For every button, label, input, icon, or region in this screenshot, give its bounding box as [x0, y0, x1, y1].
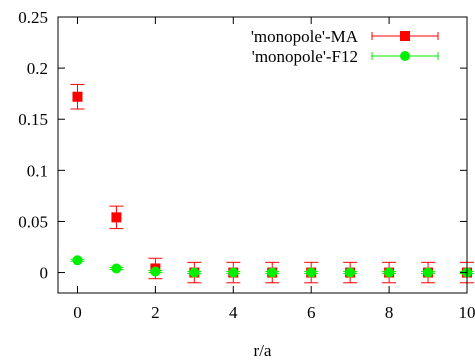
x-tick-label: 0 [73, 303, 82, 322]
x-axis-ticks: 0 2 4 6 8 10 [73, 17, 475, 322]
legend-entry-label: 'monopole'-MA [251, 27, 359, 46]
x-tick-label: 2 [151, 303, 160, 322]
legend-sample-marker [400, 31, 410, 41]
data-point [384, 267, 395, 278]
data-point [111, 263, 122, 274]
plot-frame [57, 16, 468, 294]
y-tick-label: 0.05 [18, 212, 48, 231]
y-tick-label: 0.15 [18, 110, 48, 129]
series-group [70, 255, 474, 278]
legend-sample-marker [400, 51, 410, 61]
data-point [345, 267, 356, 278]
data-point [306, 267, 317, 278]
data-point [150, 266, 161, 277]
data-point [72, 91, 83, 102]
data-point [111, 212, 122, 223]
x-tick-label: 10 [459, 303, 475, 322]
legend-entry-label: 'monopole'-F12 [252, 47, 358, 66]
y-tick-label: 0 [40, 264, 49, 283]
data-point [267, 267, 278, 278]
x-axis-label: r/a [254, 341, 272, 360]
data-point [189, 267, 200, 278]
x-tick-label: 4 [229, 303, 238, 322]
data-point [72, 255, 83, 266]
data-point [423, 267, 434, 278]
y-axis-ticks: 0 0.05 0.1 0.15 0.2 0.25 [18, 8, 467, 283]
y-tick-label: 0.1 [27, 161, 48, 180]
y-tick-label: 0.25 [18, 8, 48, 27]
y-tick-label: 0.2 [27, 59, 48, 78]
data-point [228, 267, 239, 278]
legend: 'monopole'-MA'monopole'-F12 [251, 27, 439, 66]
x-tick-label: 6 [307, 303, 316, 322]
x-tick-label: 8 [385, 303, 394, 322]
